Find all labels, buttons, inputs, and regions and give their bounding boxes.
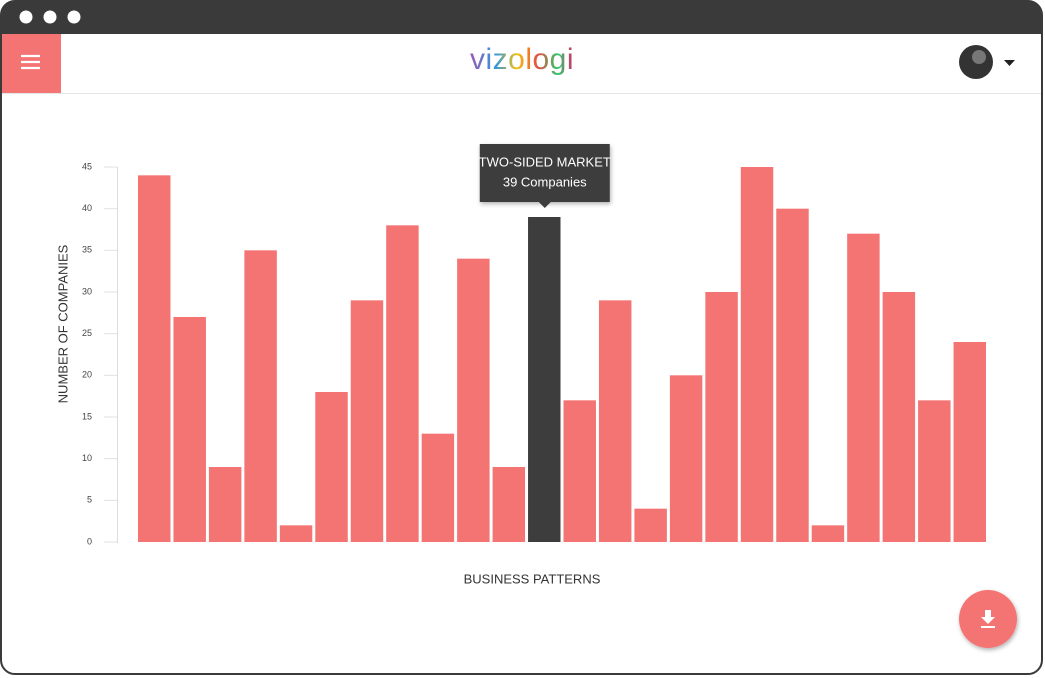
bar bbox=[315, 392, 348, 542]
x-axis-title: BUSINESS PATTERNS bbox=[464, 571, 601, 586]
bar bbox=[492, 467, 526, 542]
y-tick-label: 20 bbox=[82, 370, 92, 380]
y-tick-label: 10 bbox=[82, 453, 92, 463]
y-tick-label: 40 bbox=[82, 203, 92, 213]
tooltip-arrow bbox=[538, 202, 551, 208]
download-icon bbox=[981, 610, 995, 628]
window-dot bbox=[67, 10, 81, 24]
y-tick-label: 35 bbox=[82, 245, 92, 255]
logo[interactable]: vizologi bbox=[470, 43, 574, 76]
menu-icon bbox=[21, 54, 40, 70]
tooltip-value: 39 Companies bbox=[503, 174, 587, 189]
window-dot bbox=[19, 10, 33, 24]
user-menu-caret[interactable] bbox=[1004, 60, 1015, 66]
bar bbox=[705, 292, 738, 542]
bar bbox=[776, 208, 809, 542]
tooltip-category: TWO-SIDED MARKET bbox=[479, 154, 611, 169]
bar bbox=[528, 217, 561, 542]
y-axis-title: NUMBER OF COMPANIES bbox=[55, 244, 70, 403]
bar bbox=[350, 300, 384, 542]
bar bbox=[386, 225, 419, 543]
y-tick-label: 0 bbox=[87, 536, 92, 546]
bar bbox=[208, 467, 242, 542]
y-tick-label: 5 bbox=[87, 495, 92, 505]
bar bbox=[918, 400, 951, 542]
y-tick-label: 30 bbox=[82, 286, 92, 296]
bar bbox=[279, 525, 313, 542]
window-dot bbox=[43, 10, 57, 24]
bar bbox=[563, 400, 596, 542]
bar bbox=[634, 508, 667, 542]
bar bbox=[173, 317, 206, 542]
bar bbox=[882, 292, 916, 542]
bar bbox=[953, 342, 986, 542]
tooltip-box bbox=[479, 144, 610, 202]
bar bbox=[740, 167, 774, 542]
bar bbox=[244, 250, 277, 543]
avatar-face bbox=[972, 50, 986, 64]
title-bar bbox=[1, 1, 1042, 34]
bar bbox=[811, 525, 845, 542]
y-tick-label: 45 bbox=[82, 161, 92, 171]
bar bbox=[138, 175, 171, 543]
y-tick-label: 25 bbox=[82, 328, 92, 338]
plot-area: 0 5 10 15 20 25 30 35 40 45 bbox=[82, 161, 986, 546]
menu-button[interactable] bbox=[2, 34, 61, 93]
tooltip: TWO-SIDED MARKET 39 Companies bbox=[479, 144, 611, 208]
bar bbox=[847, 233, 880, 542]
y-tick-label: 15 bbox=[82, 411, 92, 421]
bar bbox=[421, 433, 455, 542]
bar bbox=[457, 258, 490, 542]
bar bbox=[669, 375, 703, 542]
bar bbox=[598, 300, 632, 542]
